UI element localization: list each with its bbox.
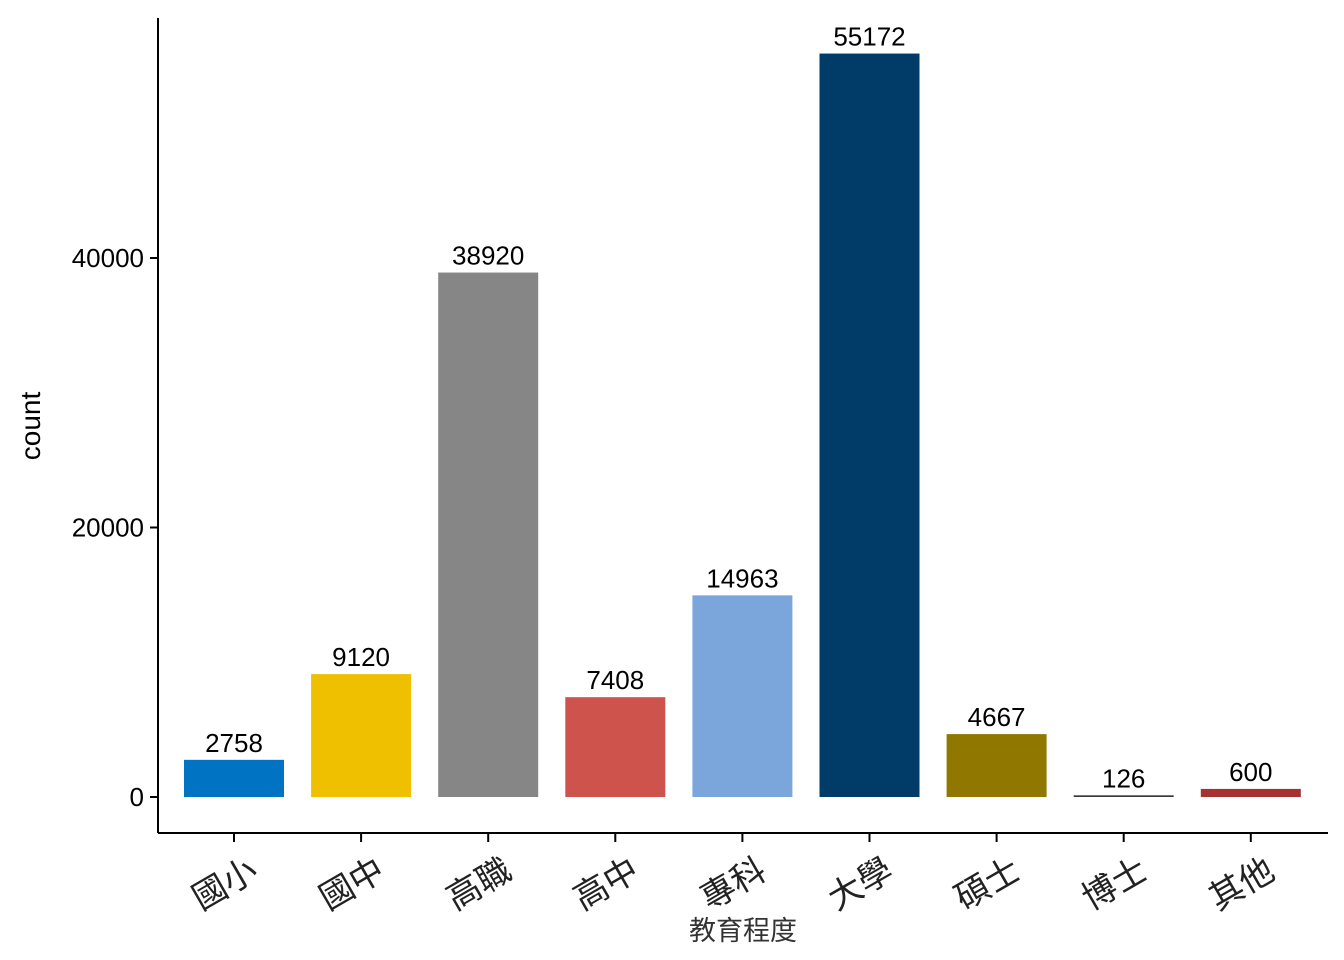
y-tick-label: 0 [130,782,144,812]
bars-group [184,53,1301,798]
bar [692,595,793,797]
x-axis: 國小 國中 高職 高中 專科 大學 碩士 博士 其他 [158,832,1328,919]
x-tick-label: 碩士 [948,850,1027,919]
bar-value-label: 2758 [205,728,263,758]
x-axis-title: 教育程度 [689,916,797,947]
x-tick-label: 國小 [186,850,265,919]
bar [1200,788,1301,797]
bar [438,272,539,798]
bar-value-label: 4667 [968,702,1026,732]
bar-value-label: 55172 [833,22,905,52]
bar [311,674,412,797]
y-tick-label: 20000 [72,513,144,543]
x-tick-label: 高職 [440,850,519,919]
y-axis-title: count [15,392,46,461]
bar [946,734,1047,797]
bar-value-label: 9120 [332,642,390,672]
y-tick-label: 40000 [72,243,144,273]
x-tick-label: 大學 [821,850,900,919]
bar-value-label: 14963 [706,563,778,593]
bar-value-label: 7408 [586,665,644,695]
bar-value-label: 600 [1229,757,1272,787]
y-axis: 0 20000 40000 [72,18,159,833]
value-labels-group: 2758 9120 38920 7408 14963 55172 4667 126 600 [205,22,1272,794]
bar [184,759,284,797]
x-tick-label: 博士 [1075,850,1154,919]
bar [1073,795,1174,797]
bar [565,697,666,797]
bar-value-label: 38920 [452,241,524,271]
x-tick-label: 其他 [1202,850,1281,919]
x-tick-label: 高中 [567,850,646,919]
bar [819,53,920,797]
x-tick-label: 專科 [694,850,773,919]
x-tick-label: 國中 [313,850,392,919]
bar-value-label: 126 [1102,763,1145,793]
